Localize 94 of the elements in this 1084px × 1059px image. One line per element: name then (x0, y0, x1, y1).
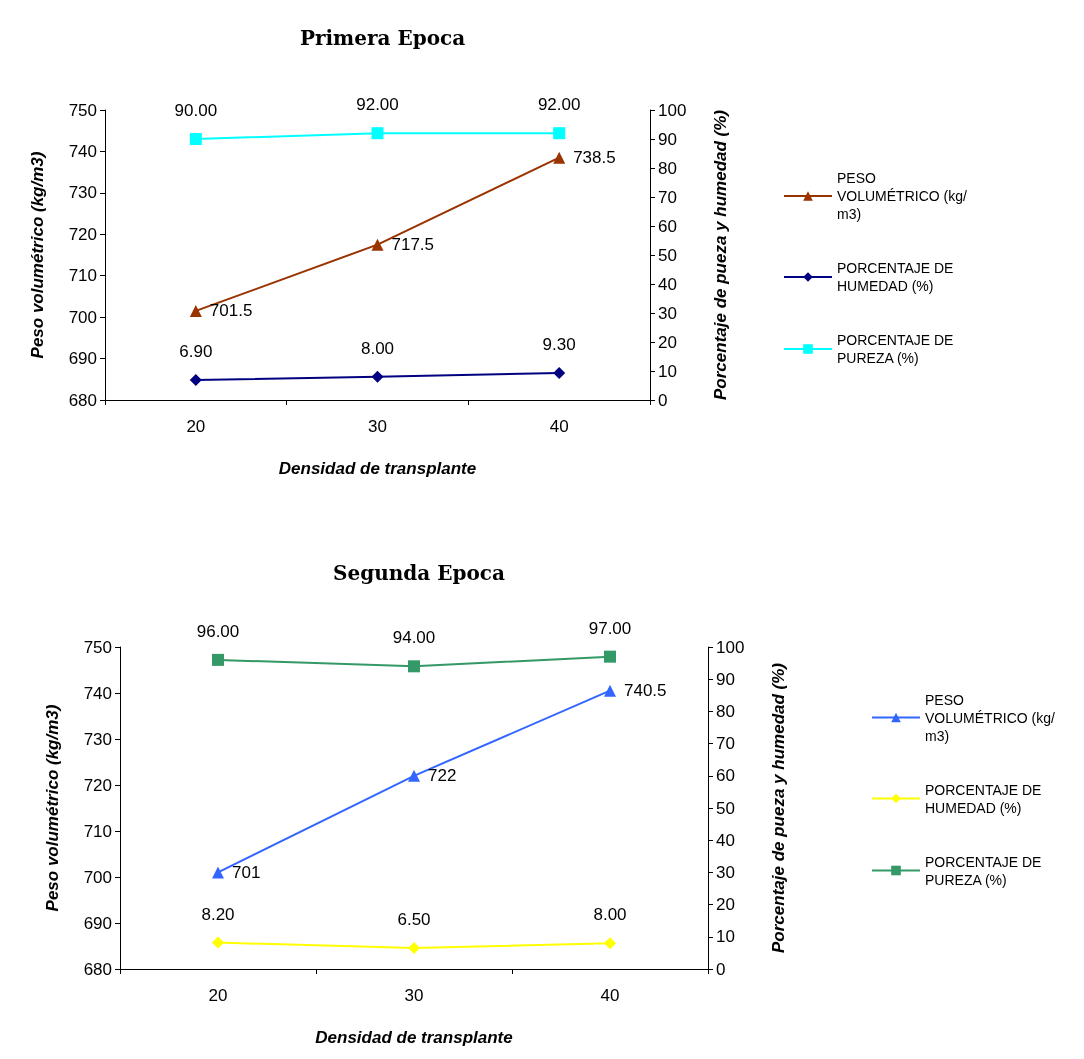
data-label: 97.00 (588, 618, 632, 638)
y2-axis-title: Porcentaje de pueza y humedad (%) (768, 662, 788, 954)
x-tick-label: 20 (208, 986, 228, 1005)
y-tick-label: 720 (83, 775, 112, 795)
legend-label: PESO VOLUMÉTRICO (kg/m3) (925, 691, 1056, 744)
x-tick-label: 20 (186, 417, 206, 436)
y2-tick-label: 30 (716, 862, 735, 882)
y2-tick-label: 20 (658, 332, 677, 352)
data-label: 6.90 (179, 341, 213, 361)
chart-title: Segunda Epoca (333, 561, 505, 585)
y-tick-label: 710 (68, 266, 97, 286)
y-tick-label: 700 (68, 307, 97, 327)
point (212, 653, 224, 666)
y2-tick-label: 30 (658, 303, 677, 323)
point (604, 650, 616, 663)
y2-tick-label: 60 (716, 766, 735, 786)
y2-tick-label: 0 (716, 959, 726, 979)
x-axis-title: Densidad de transplante (315, 1028, 513, 1047)
y-tick-label: 690 (68, 349, 97, 369)
x-tick-label: 40 (600, 986, 620, 1005)
data-label: 722 (428, 766, 457, 786)
y2-tick-label: 50 (716, 798, 735, 818)
legend-label: PESO VOLUMÉTRICO (kg/m3) (837, 170, 968, 222)
legend-label: PORCENTAJE DE HUMEDAD (%) (925, 781, 1046, 816)
y-tick-label: 730 (83, 729, 112, 749)
x-tick-label: 40 (549, 417, 569, 436)
y2-tick-label: 80 (658, 158, 677, 178)
data-label: 92.00 (537, 95, 581, 115)
y-tick-label: 690 (83, 913, 112, 933)
point (408, 942, 420, 955)
y-tick-label: 750 (83, 637, 112, 657)
y-tick-label: 740 (83, 683, 112, 703)
legend-label: PORCENTAJE DE PUREZA (%) (837, 332, 958, 366)
point (553, 127, 566, 140)
y2-axis-title: Porcentaje de pueza y humedad (%) (710, 109, 730, 401)
y2-tick-label: 90 (716, 669, 735, 689)
point (553, 151, 566, 164)
y-tick-label: 720 (68, 224, 97, 244)
y-tick-label: 700 (83, 867, 112, 887)
x-tick-label: 30 (368, 417, 387, 436)
legend-label: PORCENTAJE DE PUREZA (%) (925, 853, 1046, 888)
data-label: 6.50 (397, 910, 431, 930)
y2-tick-label: 70 (716, 734, 735, 754)
y-tick-label: 740 (68, 141, 97, 161)
point (212, 936, 224, 949)
chart-title: Primera Epoca (299, 26, 466, 50)
point (371, 238, 384, 251)
point (212, 866, 224, 879)
data-label: 96.00 (196, 621, 240, 641)
data-label: 738.5 (573, 148, 616, 168)
point (408, 769, 420, 782)
point (371, 127, 384, 140)
point (371, 370, 384, 383)
y2-tick-label: 10 (658, 361, 677, 381)
y2-tick-label: 100 (658, 100, 687, 120)
y-tick-label: 750 (68, 100, 97, 120)
y2-tick-label: 20 (716, 895, 735, 915)
legend-label: PORCENTAJE DE HUMEDAD (%) (837, 260, 958, 294)
data-label: 740.5 (624, 681, 667, 701)
data-label: 701 (232, 862, 261, 882)
y2-tick-label: 40 (658, 274, 677, 294)
y2-tick-label: 0 (658, 390, 668, 410)
y-axis-title: Peso volumétrico (kg/m3) (27, 151, 47, 359)
point (189, 133, 202, 145)
point (604, 684, 616, 697)
point (189, 304, 202, 317)
data-label: 701.5 (209, 301, 253, 321)
point (553, 367, 566, 380)
data-label: 90.00 (174, 101, 218, 120)
point (604, 937, 616, 950)
y2-tick-label: 40 (716, 830, 735, 850)
y2-tick-label: 70 (658, 187, 677, 207)
data-label: 8.00 (593, 905, 627, 925)
y-tick-label: 730 (68, 183, 97, 203)
y-tick-label: 680 (68, 390, 97, 410)
y2-tick-label: 90 (658, 129, 677, 149)
y2-tick-label: 60 (658, 216, 677, 236)
x-tick-label: 30 (404, 986, 424, 1005)
x-axis-title: Densidad de transplante (278, 459, 477, 478)
point (189, 373, 202, 386)
data-label: 8.20 (201, 904, 235, 924)
y2-tick-label: 10 (716, 927, 735, 947)
y2-tick-label: 50 (658, 245, 677, 265)
y2-tick-label: 100 (716, 637, 745, 657)
y2-tick-label: 80 (716, 701, 735, 721)
y-tick-label: 710 (83, 821, 112, 841)
data-label: 8.00 (360, 338, 395, 358)
point (408, 660, 420, 673)
data-label: 717.5 (391, 235, 435, 255)
data-label: 9.30 (542, 335, 576, 355)
data-label: 92.00 (356, 95, 399, 115)
data-label: 94.00 (392, 628, 436, 648)
y-axis-title: Peso volumétrico (kg/m3) (42, 704, 62, 912)
y-tick-label: 680 (83, 959, 112, 979)
